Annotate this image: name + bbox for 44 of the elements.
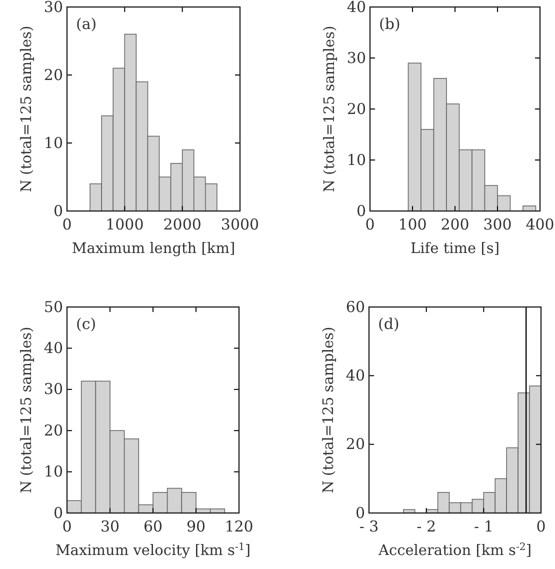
x-tick-label: 30 <box>100 518 120 536</box>
x-tick-label: 2000 <box>163 216 202 234</box>
y-tick-label: 0 <box>356 202 366 220</box>
y-axis-title: N (total=125 samples) <box>322 26 338 192</box>
x-tick-label: 90 <box>186 518 206 536</box>
x-tick-label: 200 <box>440 216 470 234</box>
x-tick-label: 60 <box>143 518 163 536</box>
y-tick-label: 10 <box>44 462 63 481</box>
y-tick-label: 20 <box>346 100 366 118</box>
y-tick-label: 30 <box>44 380 63 398</box>
annotation: (b) <box>379 15 400 33</box>
x-tick-label: 400 <box>526 216 554 234</box>
y-tick-label: 30 <box>44 0 63 16</box>
y-tick-label: 40 <box>44 339 63 357</box>
x-axis-title: Acceleration [km s$^{-2}$] <box>377 542 532 559</box>
x-tick-label: 120 <box>224 518 254 536</box>
y-tick-label: 50 <box>44 298 63 316</box>
y-tick-label: 10 <box>346 150 366 169</box>
x-tick-label: 300 <box>483 216 512 234</box>
y-axis-title: N (total=125 samples) <box>19 326 35 494</box>
y-tick-label: 60 <box>346 298 365 316</box>
x-tick-label: - 1 <box>474 518 494 536</box>
x-axis-title: Maximum velocity [km s$^{-1}$] <box>55 542 251 559</box>
y-tick-label: 20 <box>346 435 365 454</box>
y-axis-title: N (total=125 samples) <box>321 326 337 494</box>
annotation: (a) <box>76 15 97 33</box>
y-tick-label: 30 <box>346 48 366 67</box>
annotation: (d) <box>378 315 400 333</box>
x-tick-label: 0 <box>536 518 546 536</box>
y-tick-label: 20 <box>44 421 63 440</box>
x-tick-label: 1000 <box>106 216 144 234</box>
x-tick-label: 100 <box>398 216 427 234</box>
x-axis-title: Life time [s] <box>410 241 500 257</box>
y-axis-title: N (total=125 samples) <box>19 26 35 192</box>
annotation: (c) <box>76 315 96 333</box>
x-tick-label: 3000 <box>220 216 260 234</box>
y-tick-label: 0 <box>53 504 63 522</box>
x-tick-label: - 2 <box>416 518 436 536</box>
y-tick-label: 10 <box>44 134 63 152</box>
x-axis-title: Maximum length [km] <box>72 241 236 257</box>
y-tick-label: 40 <box>346 0 366 16</box>
y-tick-label: 40 <box>346 366 365 384</box>
y-tick-label: 0 <box>53 202 63 220</box>
y-tick-label: 20 <box>44 66 63 84</box>
